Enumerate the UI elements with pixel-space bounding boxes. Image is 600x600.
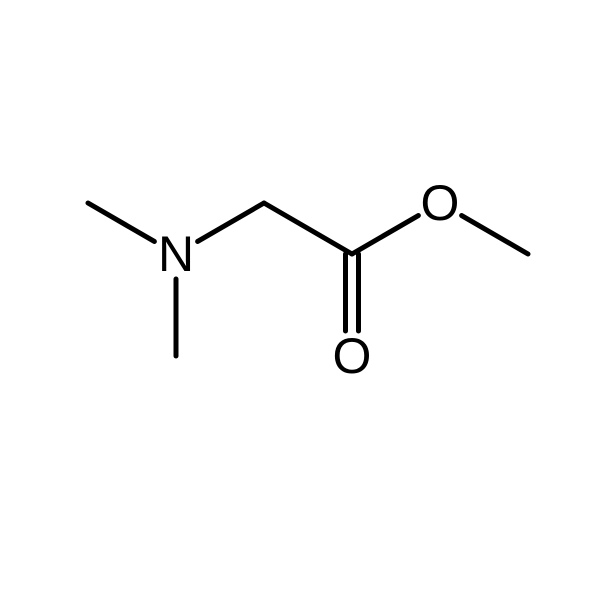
molecule-diagram: N O O — [0, 0, 600, 600]
atom-label-n: N — [158, 226, 194, 282]
bonds-group — [88, 203, 528, 356]
atom-label-o: O — [333, 328, 372, 384]
bond-line — [352, 216, 418, 254]
bond-line — [198, 203, 264, 241]
bond-line — [88, 203, 154, 241]
bond-line — [462, 216, 528, 254]
atom-labels-group: N O O — [158, 175, 460, 384]
atom-label-o: O — [421, 175, 460, 231]
bond-line — [264, 203, 352, 254]
